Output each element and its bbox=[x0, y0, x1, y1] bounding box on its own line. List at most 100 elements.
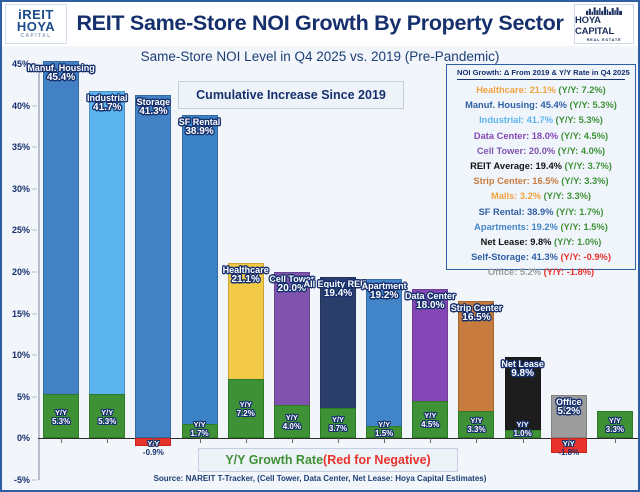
y-axis: -5% 0% 5% 10% 15% 20% 25% 30% 35% 40% 45% bbox=[2, 59, 38, 485]
bar-yy-label-tag: Y/Y bbox=[424, 411, 437, 421]
logo-left-line2: HOYA bbox=[16, 19, 56, 34]
bar-office[interactable]: Office 5.2% Y/Y -1.8% bbox=[550, 395, 587, 457]
bar-yy-label: Y/Y 3.3% bbox=[606, 416, 624, 434]
y-axis-tick-mark bbox=[32, 313, 37, 315]
y-axis-tick-label: 45% bbox=[11, 59, 30, 69]
legend-rows: Healthcare: 21.1% (Y/Y: 7.2%) Manuf. Hous… bbox=[451, 83, 631, 281]
bar-label-value: 38.9% bbox=[185, 125, 214, 137]
bar-yy-label: Y/Y 1.0% bbox=[513, 420, 531, 438]
bar-cumulative-segment bbox=[89, 91, 126, 439]
bar-label-value: 9.8% bbox=[511, 367, 534, 379]
x-axis-tick-mark bbox=[107, 438, 109, 444]
legend-heading: NOI Growth: Δ From 2019 & Y/Y Rate in Q4… bbox=[457, 68, 630, 80]
legend-row: Office: 5.2% (Y/Y: -1.8%) bbox=[451, 265, 631, 280]
bar-yy-segment bbox=[227, 378, 264, 439]
bar-yy-label-tag: Y/Y bbox=[562, 439, 575, 449]
bar-yy-label: Y/Y 1.5% bbox=[375, 420, 393, 438]
bar-yy-label-value: 4.5% bbox=[421, 420, 440, 430]
bar-mall[interactable]: Mall3.2%Y/Y3.3% bbox=[596, 410, 633, 439]
bar-cumulative-segment bbox=[135, 94, 172, 439]
legend-row: Healthcare: 21.1% (Y/Y: 7.2%) bbox=[451, 83, 631, 98]
bar-label-name: Strip Center bbox=[450, 303, 503, 314]
y-axis-tick-mark bbox=[32, 354, 37, 356]
bar-yy-label: Y/Y 4.5% bbox=[421, 411, 439, 429]
bar-label-name: Data Center bbox=[405, 290, 456, 301]
bar-label-name: Storage bbox=[136, 96, 171, 107]
legend-row-yy: (Y/Y: 5.3%) bbox=[552, 115, 603, 126]
bar-label-value: 45.4% bbox=[46, 71, 76, 83]
legend-row: Apartments: 19.2% (Y/Y: 1.5%) bbox=[451, 220, 631, 235]
legend-row-sector: Self-Storage: 41.3% bbox=[471, 252, 558, 263]
legend-row: Data Center: 18.0% (Y/Y: 4.5%) bbox=[451, 129, 631, 144]
y-axis-tick-mark bbox=[32, 188, 37, 190]
bar-label-value: 16.5% bbox=[462, 312, 491, 324]
bar-yy-segment bbox=[320, 407, 356, 439]
bar-yy-label: Y/Y 7.2% bbox=[237, 400, 255, 418]
bar-yy-label: Y/Y 3.3% bbox=[467, 416, 485, 434]
bar-all-equity-reits[interactable]: All Equity REITs 19.4% Y/Y 3.7% bbox=[304, 276, 372, 439]
legend-row-sector: Industrial: 41.7% bbox=[479, 115, 553, 126]
cumulative-callout: Cumulative Increase Since 2019 bbox=[178, 81, 404, 109]
bar-yy-label-tag: Y/Y bbox=[470, 416, 483, 426]
bar-label-value: 19.2% bbox=[369, 289, 399, 301]
y-axis-tick-label: 30% bbox=[11, 183, 30, 194]
x-axis-tick-mark bbox=[476, 438, 478, 444]
y-axis-tick-mark bbox=[32, 271, 37, 273]
bar-healthcare[interactable]: Healthcare 21.1% Y/Y 7.2% bbox=[223, 262, 269, 439]
bar-industrial[interactable]: Industrial 41.7% Y/Y 5.3% bbox=[87, 91, 128, 439]
bar-label: Cell Tower 20.0% bbox=[269, 274, 314, 294]
bar-strip-center[interactable]: Strip Center 16.5% Y/Y 3.3% bbox=[451, 301, 502, 439]
bar-manuf-housing[interactable]: Manuf. Housing 45.4% Y/Y 5.3% bbox=[27, 60, 95, 439]
x-axis-tick-mark bbox=[291, 438, 293, 444]
legend-row: Industrial: 41.7% (Y/Y: 5.3%) bbox=[451, 113, 631, 128]
hoya-capital-logo: HOYA CAPITAL REAL ESTATE bbox=[574, 4, 634, 44]
bar-yy-segment bbox=[412, 400, 449, 439]
bar-sf-rental[interactable]: SF Rental 38.9% Y/Y 1.7% bbox=[179, 114, 221, 439]
bar-label-name: Net Lease bbox=[501, 358, 544, 369]
bar-yy-segment bbox=[366, 425, 403, 439]
x-axis-tick-mark bbox=[199, 438, 201, 444]
bar-label: Healthcare 21.1% bbox=[223, 265, 269, 285]
legend-row-yy: (Y/Y: 1.5%) bbox=[557, 221, 608, 232]
bar-apartment[interactable]: Apartment 19.2% Y/Y 1.5% bbox=[362, 278, 407, 439]
bar-yy-label-value: 5.3% bbox=[98, 416, 117, 426]
x-axis-tick-mark bbox=[568, 438, 570, 444]
bar-label: SF Rental 38.9% bbox=[179, 117, 221, 137]
x-axis-tick-mark bbox=[614, 438, 616, 444]
bar-yy-label-value: 4.0% bbox=[282, 422, 301, 432]
bar-yy-label-value: 3.3% bbox=[467, 425, 486, 435]
legend-row-yy: (Y/Y: 3.7%) bbox=[561, 161, 612, 172]
bar-cumulative-segment bbox=[43, 60, 80, 439]
bar-label-name: All Equity REITs bbox=[303, 278, 373, 289]
bar-cell-tower[interactable]: Cell Tower 20.0% Y/Y 4.0% bbox=[269, 272, 314, 439]
bar-yy-segment bbox=[181, 424, 218, 439]
bar-yy-segment bbox=[504, 430, 541, 439]
x-axis-tick-mark bbox=[61, 438, 63, 444]
x-axis-tick-mark bbox=[338, 438, 339, 444]
bar-label: Industrial 41.7% bbox=[87, 93, 128, 113]
bar-yy-segment bbox=[458, 410, 495, 439]
legend-row: Manuf. Housing: 45.4% (Y/Y: 5.3%) bbox=[451, 98, 631, 113]
x-axis-tick-mark bbox=[153, 438, 155, 444]
bar-net-lease[interactable]: Net Lease 9.8% Y/Y 1.0% bbox=[501, 356, 544, 439]
bar-storage[interactable]: Storage 41.3% Y/Y -0.9% bbox=[135, 94, 172, 457]
bar-label-name: Apartment bbox=[361, 280, 407, 291]
x-axis-tick-mark bbox=[430, 438, 432, 444]
y-axis-tick-label: 35% bbox=[11, 142, 30, 153]
y-axis-line bbox=[38, 64, 40, 480]
yy-growth-callout: Y/Y Growth Rate (Red for Negative) bbox=[198, 448, 458, 472]
y-axis-tick-mark bbox=[32, 396, 37, 398]
yy-callout-note: (Red for Negative) bbox=[323, 453, 431, 467]
bar-label-value: 21.1% bbox=[231, 273, 260, 285]
legend-row-yy: (Y/Y: 3.3%) bbox=[541, 191, 592, 202]
yy-callout-label: Y/Y Growth Rate bbox=[225, 453, 324, 467]
page-subtitle: Same-Store NOI Level in Q4 2025 vs. 2019… bbox=[140, 48, 500, 64]
bar-data-center[interactable]: Data Center 18.0% Y/Y 4.5% bbox=[405, 288, 456, 439]
bar-yy-label-value: -1.8% bbox=[558, 448, 580, 458]
x-axis-tick-mark bbox=[384, 438, 386, 444]
x-axis-tick-mark bbox=[245, 438, 247, 444]
bar-label-name: Healthcare bbox=[222, 264, 269, 275]
bar-label: Manuf. Housing 45.4% bbox=[27, 63, 95, 83]
legend-row-yy: (Y/Y: -0.9%) bbox=[557, 252, 611, 263]
